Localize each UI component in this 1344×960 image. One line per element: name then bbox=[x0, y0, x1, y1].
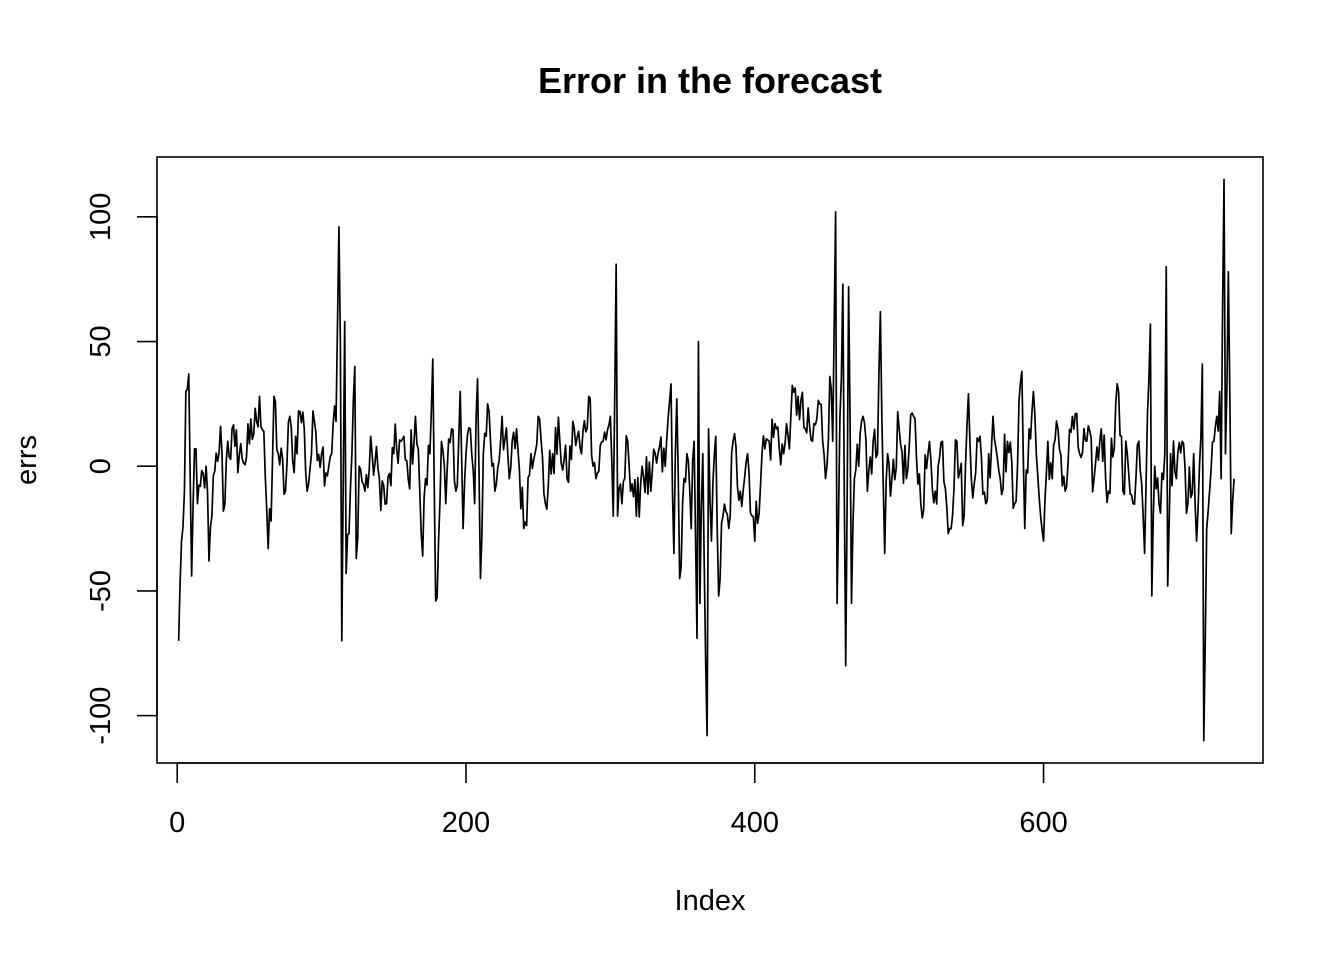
x-axis-label: Index bbox=[675, 885, 746, 917]
y-tick-label: 100 bbox=[85, 193, 117, 241]
x-tick-label: 200 bbox=[442, 807, 490, 839]
y-tick-label: 50 bbox=[85, 325, 117, 357]
x-axis: 0 200 400 600 bbox=[169, 762, 1068, 839]
chart-title: Error in the forecast bbox=[538, 60, 882, 101]
y-axis-label: errs bbox=[11, 435, 43, 485]
series-line bbox=[177, 178, 1235, 742]
x-tick-label: 0 bbox=[169, 807, 185, 839]
y-axis: -100 -50 0 50 100 bbox=[85, 193, 158, 745]
x-tick-label: 400 bbox=[731, 807, 779, 839]
x-tick-label: 600 bbox=[1019, 807, 1067, 839]
y-tick-label: -100 bbox=[85, 687, 117, 745]
y-tick-label: -50 bbox=[85, 570, 117, 612]
y-tick-label: 0 bbox=[85, 458, 117, 474]
series-layer bbox=[177, 178, 1235, 742]
